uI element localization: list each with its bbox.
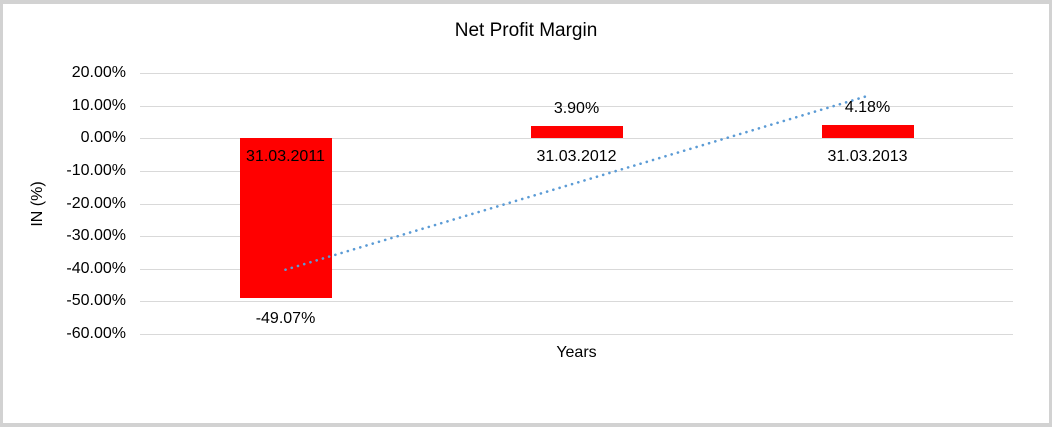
data-label: 4.18% [844,98,891,116]
y-tick-label: 0.00% [80,129,126,147]
y-tick-label: -20.00% [66,194,126,212]
y-tick-label: 20.00% [71,64,126,81]
y-tick-label: -10.00% [66,161,126,179]
bar [530,125,623,139]
bar [239,138,332,299]
gridline [140,73,1013,74]
trendline-layer [284,94,869,271]
chart-title: Net Profit Margin [454,20,598,41]
gridline [140,334,1013,335]
y-tick-label: -30.00% [66,227,126,245]
gridline [140,236,1013,238]
x-axis-title: Years [556,344,597,361]
trendline-dotted-line [284,94,869,271]
gridline [140,105,1013,107]
plot-area: 31.03.2011 -49.07% 31.03.2012 3.90% 31.03.20… [140,73,1013,335]
bar [821,124,914,139]
gridline [140,203,1013,205]
category-label: 31.03.2011 [246,148,325,166]
y-tick-label: 10.00% [71,96,126,114]
gridline [140,268,1013,270]
gridline [140,301,1013,303]
gridline [140,170,1013,172]
gridline [140,138,1013,140]
category-label: 31.03.2012 [536,148,617,166]
y-tick-label: -40.00% [66,259,126,277]
y-tick-label: -50.00% [66,292,126,310]
y-tick-label: -60.00% [66,325,126,342]
category-label: 31.03.2013 [827,148,908,166]
data-label: -49.07% [255,310,316,328]
data-label: 3.90% [553,99,600,117]
